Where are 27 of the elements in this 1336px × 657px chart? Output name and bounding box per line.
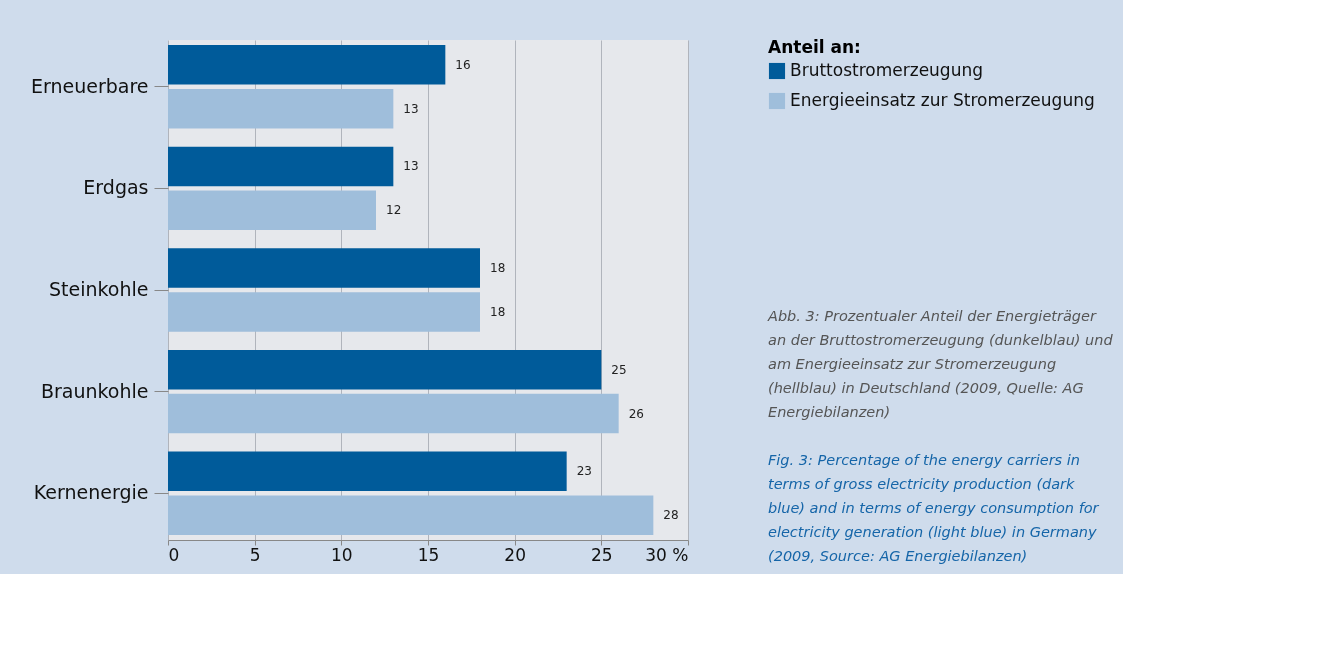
x-tick-label: 25	[591, 544, 613, 565]
data-label: 26	[628, 406, 644, 421]
data-label: 18	[490, 261, 506, 276]
data-label: 25	[611, 362, 627, 377]
data-label: 13	[403, 159, 419, 174]
data-label: 13	[403, 101, 419, 116]
data-label: 12	[386, 203, 402, 218]
x-tick-label: 0	[168, 544, 180, 565]
y-tick-label: Erneuerbare	[30, 74, 149, 97]
legend-title: Anteil an:	[768, 37, 861, 57]
y-tick-label: Erdgas	[83, 176, 149, 199]
caption: Abb. 3: Prozentualer Anteil der Energieträger an der Bruttostromerzeugung (dunkelblau) und am Energieeinsatz zur Stromerzeugung (hellblau) in Deutschland (2009, Quelle: AG Energiebilanzen)	[767, 308, 1114, 420]
x-tick-label: 10	[331, 544, 353, 565]
y-tick-label: Kernenergie	[33, 481, 149, 504]
data-label: 18	[490, 304, 506, 319]
data-label: 16	[455, 57, 471, 72]
x-tick-label: 5	[249, 544, 261, 565]
y-tick-label: Steinkohle	[49, 278, 149, 300]
legend-label: Energieeinsatz zur Stromerzeugung	[790, 90, 1095, 110]
x-tick-label: 30 %	[645, 544, 689, 565]
x-tick-label: 15	[417, 544, 440, 565]
legend-label: Bruttostromerzeugung	[790, 60, 983, 80]
y-tick-label: Braunkohle	[40, 379, 149, 402]
caption: Fig. 3: Percentage of the energy carriers in terms of gross electricity production (dark blue) and in terms of energy consumption for electricity generation (light blue) in Germany (2009, Source: AG Energiebilanzen)	[768, 452, 1100, 564]
data-label: 28	[663, 508, 679, 523]
data-label: 23	[576, 464, 592, 479]
x-tick-label: 20	[504, 544, 526, 565]
